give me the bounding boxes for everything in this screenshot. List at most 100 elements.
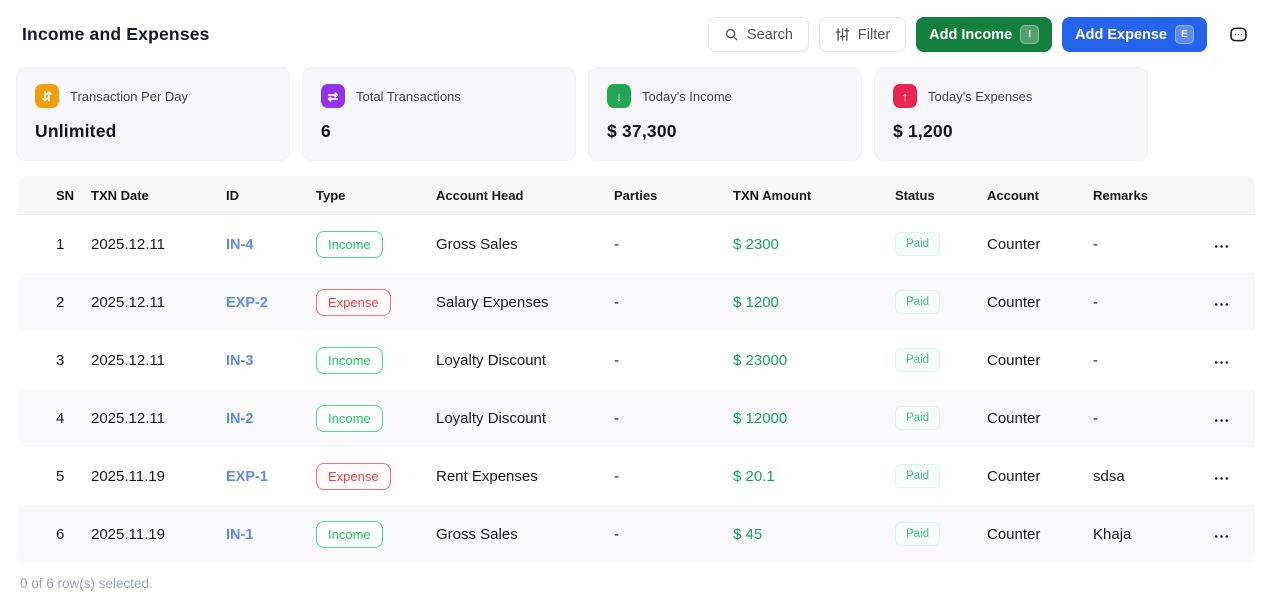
txn-date-cell: 2025.12.11 [91, 409, 165, 427]
remarks-cell: sdsa [1093, 467, 1125, 485]
column-header-remarks[interactable]: Remarks [1093, 187, 1148, 203]
ellipsis-box-icon [1228, 24, 1249, 45]
arrow-up-icon: ↑ [893, 84, 917, 108]
sn-cell: 1 [56, 235, 65, 253]
more-options-button[interactable] [1223, 20, 1253, 50]
txn-date-cell: 2025.12.11 [91, 235, 165, 253]
row-actions-button[interactable] [1212, 404, 1231, 433]
account-head-cell: Salary Expenses [436, 293, 549, 311]
stat-value: $ 1,200 [893, 121, 953, 141]
txn-amount-cell: $ 23000 [733, 351, 788, 369]
ellipsis-icon [1214, 468, 1229, 485]
add-income-label: Add Income [929, 26, 1013, 43]
status-badge: Paid [895, 464, 941, 488]
row-actions-button[interactable] [1212, 520, 1231, 549]
txn-date-cell: 2025.12.11 [91, 293, 165, 311]
stat-label: Today's Expenses [928, 88, 1033, 104]
remarks-cell: - [1093, 351, 1098, 369]
column-header-sn[interactable]: SN [56, 187, 75, 203]
table-row[interactable]: 4 2025.12.11 IN-2 Income Loyalty Discoun… [18, 389, 1255, 447]
parties-cell: - [614, 351, 619, 369]
stat-cards: ⇵ Transaction Per Day Unlimited ⇄ Total … [16, 67, 1259, 161]
account-head-cell: Gross Sales [436, 525, 518, 543]
stat-card-transaction-per-day: ⇵ Transaction Per Day Unlimited [16, 67, 290, 161]
stat-card-todays-expenses: ↑ Today's Expenses $ 1,200 [874, 67, 1148, 161]
arrows-left-right-icon: ⇄ [321, 84, 345, 108]
column-header-status[interactable]: Status [895, 187, 935, 203]
remarks-cell: - [1093, 235, 1098, 253]
search-button[interactable]: Search [707, 17, 809, 52]
column-header-account[interactable]: Account [987, 187, 1039, 203]
txn-id-link[interactable]: IN-3 [226, 352, 254, 369]
parties-cell: - [614, 293, 619, 311]
ellipsis-icon [1214, 236, 1229, 253]
sn-cell: 6 [56, 525, 65, 543]
column-header-txn-date[interactable]: TXN Date [91, 187, 149, 203]
ellipsis-icon [1214, 294, 1229, 311]
table-row[interactable]: 6 2025.11.19 IN-1 Income Gross Sales - $… [18, 505, 1255, 563]
sn-cell: 2 [56, 293, 65, 311]
stat-value: Unlimited [35, 121, 117, 141]
remarks-cell: - [1093, 409, 1098, 427]
table-row[interactable]: 3 2025.12.11 IN-3 Income Loyalty Discoun… [18, 331, 1255, 389]
column-header-txn-amount[interactable]: TXN Amount [733, 187, 812, 203]
add-expense-shortcut-badge: E [1175, 25, 1194, 44]
type-badge: Income [316, 404, 383, 432]
remarks-cell: - [1093, 293, 1098, 311]
txn-amount-cell: $ 20.1 [733, 467, 775, 485]
topbar: Income and Expenses Search Filter Add In… [0, 0, 1275, 52]
status-badge: Paid [895, 232, 941, 256]
selection-summary: 0 of 6 row(s) selected. [20, 576, 153, 591]
table-header-row: SN TXN Date ID Type Account Head Parties… [18, 176, 1255, 215]
stat-value: $ 37,300 [607, 121, 677, 141]
filter-sliders-icon [835, 27, 850, 42]
txn-id-link[interactable]: EXP-1 [226, 468, 268, 485]
add-expense-button[interactable]: Add Expense E [1062, 17, 1207, 52]
table-row[interactable]: 1 2025.12.11 IN-4 Income Gross Sales - $… [18, 215, 1255, 273]
table-body: 1 2025.12.11 IN-4 Income Gross Sales - $… [18, 215, 1255, 563]
txn-id-link[interactable]: IN-2 [226, 410, 254, 427]
arrows-down-up-icon: ⇵ [35, 84, 59, 108]
row-actions-button[interactable] [1212, 230, 1231, 259]
account-cell: Counter [987, 351, 1041, 369]
status-badge: Paid [895, 406, 941, 430]
ellipsis-icon [1214, 410, 1229, 427]
transactions-table: SN TXN Date ID Type Account Head Parties… [18, 176, 1255, 563]
parties-cell: - [614, 409, 619, 427]
account-cell: Counter [987, 293, 1041, 311]
table-row[interactable]: 2 2025.12.11 EXP-2 Expense Salary Expens… [18, 273, 1255, 331]
type-badge: Expense [316, 288, 391, 316]
column-header-parties[interactable]: Parties [614, 187, 658, 203]
status-badge: Paid [895, 290, 941, 314]
filter-button[interactable]: Filter [818, 17, 907, 52]
column-header-account-head[interactable]: Account Head [436, 187, 524, 203]
search-icon [724, 27, 739, 42]
add-income-shortcut-badge: I [1020, 25, 1040, 44]
txn-id-link[interactable]: IN-1 [226, 526, 254, 543]
stat-label: Total Transactions [356, 88, 461, 104]
row-actions-button[interactable] [1212, 288, 1231, 317]
add-income-button[interactable]: Add Income I [916, 17, 1053, 52]
txn-amount-cell: $ 2300 [733, 235, 779, 253]
sn-cell: 3 [56, 351, 65, 369]
ellipsis-icon [1214, 526, 1229, 543]
stat-label: Today's Income [642, 88, 732, 104]
account-cell: Counter [987, 409, 1041, 427]
type-badge: Income [316, 520, 383, 548]
remarks-cell: Khaja [1093, 525, 1132, 543]
column-header-id[interactable]: ID [226, 187, 239, 203]
row-actions-button[interactable] [1212, 462, 1231, 491]
status-badge: Paid [895, 522, 941, 546]
txn-amount-cell: $ 45 [733, 525, 763, 543]
row-actions-button[interactable] [1212, 346, 1231, 375]
stat-card-total-transactions: ⇄ Total Transactions 6 [302, 67, 576, 161]
column-header-type[interactable]: Type [316, 187, 346, 203]
txn-id-link[interactable]: EXP-2 [226, 294, 268, 311]
sn-cell: 4 [56, 409, 65, 427]
ellipsis-icon [1214, 352, 1229, 369]
txn-id-link[interactable]: IN-4 [226, 236, 254, 253]
account-cell: Counter [987, 525, 1041, 543]
stat-value: 6 [321, 121, 331, 141]
txn-amount-cell: $ 12000 [733, 409, 788, 427]
table-row[interactable]: 5 2025.11.19 EXP-1 Expense Rent Expenses… [18, 447, 1255, 505]
